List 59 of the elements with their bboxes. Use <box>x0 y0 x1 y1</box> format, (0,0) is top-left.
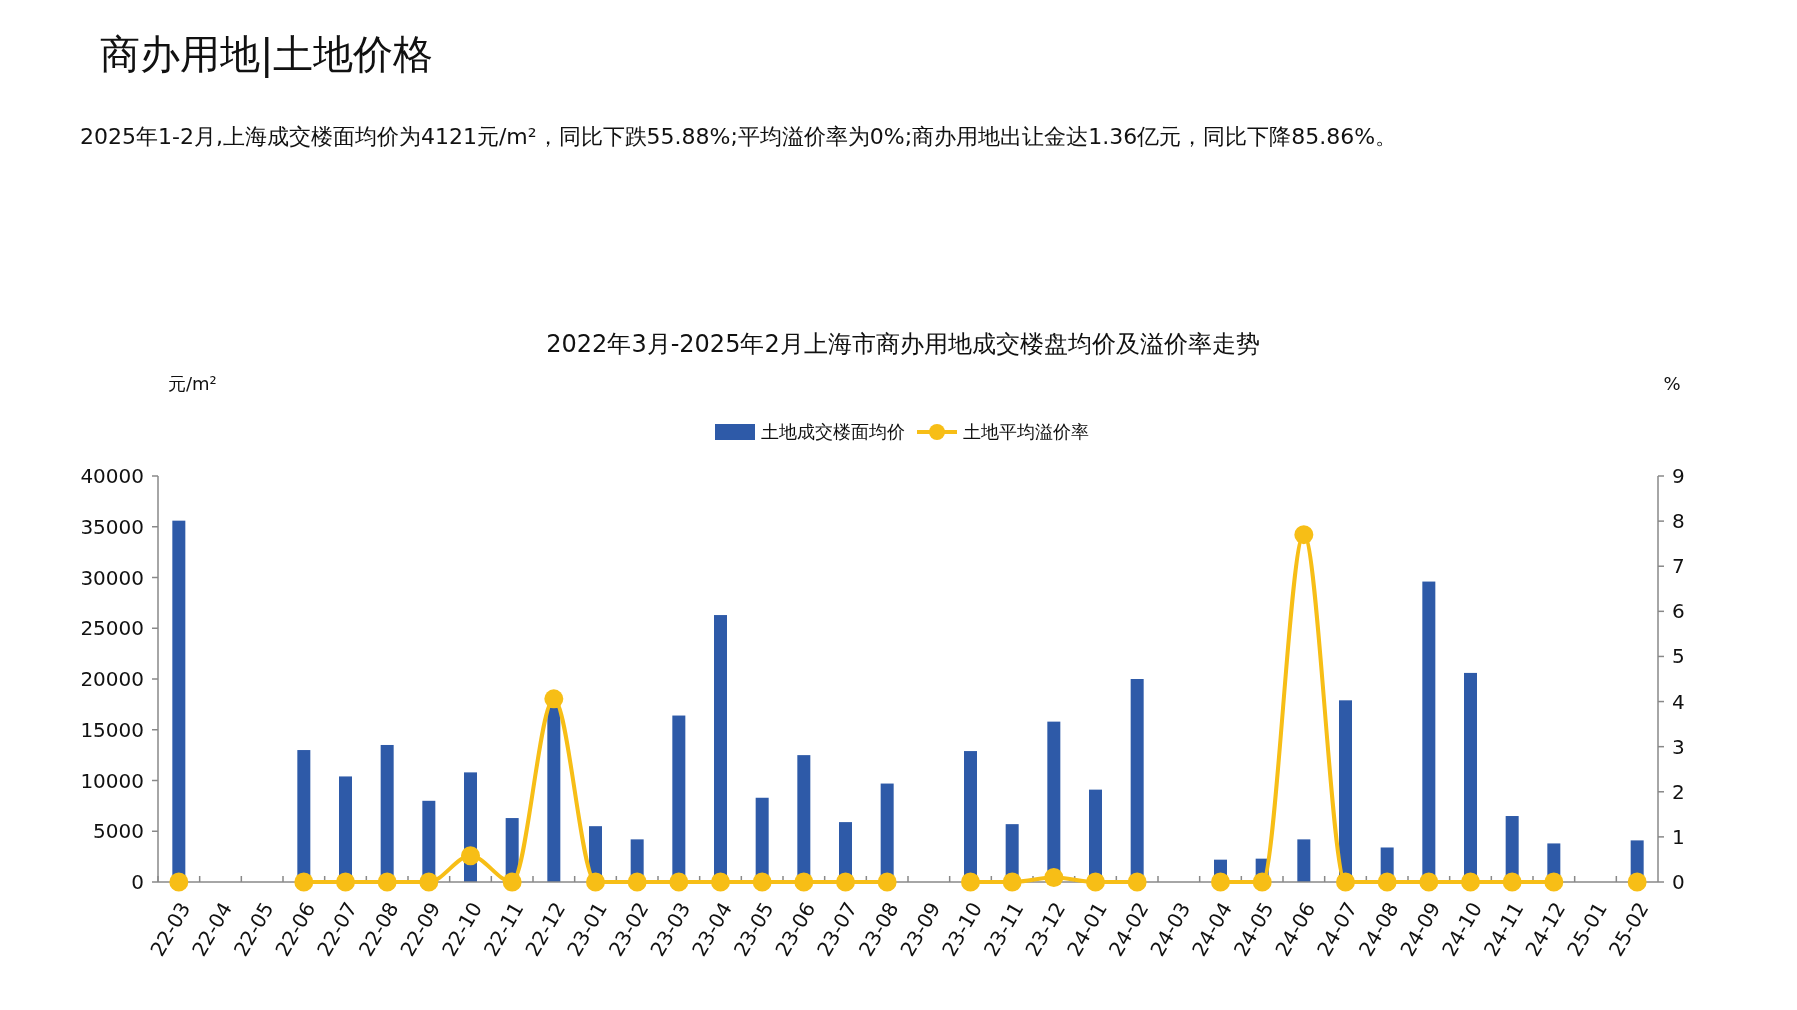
point <box>377 872 397 892</box>
point <box>1627 872 1647 892</box>
point <box>544 689 564 709</box>
y2-tick-label: 2 <box>1672 779 1685 804</box>
y-tick-label: 20000 <box>80 667 144 691</box>
y-tick-label: 0 <box>131 870 144 894</box>
point <box>794 872 814 892</box>
y2-tick-label: 9 <box>1672 464 1685 488</box>
y2-tick-label: 3 <box>1672 734 1685 759</box>
y-tick-label: 10000 <box>80 768 144 793</box>
point <box>1377 872 1397 892</box>
point <box>877 872 897 892</box>
point <box>1294 525 1314 545</box>
text: 商办用地|土地价格 <box>100 31 434 78</box>
point <box>1544 872 1564 892</box>
point <box>1086 872 1105 892</box>
point <box>1127 872 1147 892</box>
chart-title: 2022年3月-2025年2月上海市商办用地成交楼盘均价及溢价率走势 <box>546 330 1260 358</box>
y2-tick-label: 5 <box>1672 644 1685 669</box>
point <box>836 872 855 892</box>
point <box>336 872 355 892</box>
point <box>502 872 522 892</box>
point <box>711 872 730 892</box>
y-tick-label: 25000 <box>80 616 144 641</box>
point <box>169 872 189 892</box>
point <box>752 872 772 892</box>
y-tick-label: 40000 <box>80 464 144 488</box>
bar <box>547 707 561 882</box>
point <box>669 872 689 892</box>
y2-tick-label: 7 <box>1672 554 1685 579</box>
y-tick-label: 5000 <box>93 819 144 844</box>
point <box>1211 872 1230 892</box>
point <box>1461 872 1480 892</box>
point <box>627 872 647 892</box>
text: 2025年1-2月,上海成交楼面均价为4121元/m²，同比下跌55.88%;平均溢价率为0%;商办用地出让金达1.36亿元，同比下降85.86%。 <box>80 124 1398 149</box>
y2-tick-label: 1 <box>1672 824 1685 849</box>
point <box>1252 872 1272 892</box>
y-tick-label: 30000 <box>80 565 144 590</box>
point <box>294 872 314 892</box>
legend-label: 土地平均溢价率 <box>963 421 1089 443</box>
point <box>419 872 439 892</box>
legend-label: 土地成交楼面均价 <box>761 421 905 443</box>
point <box>1044 867 1064 887</box>
y2-tick-label: 8 <box>1672 509 1685 534</box>
point <box>961 872 980 892</box>
point <box>1502 872 1522 892</box>
point <box>1419 872 1439 892</box>
y-axis-title: 元/m² <box>168 373 217 394</box>
point <box>461 846 480 866</box>
y2-axis-title: % <box>1663 373 1681 394</box>
y-tick-label: 35000 <box>80 514 144 539</box>
point <box>586 872 605 892</box>
y2-tick-label: 6 <box>1672 599 1685 624</box>
y2-tick-label: 4 <box>1672 689 1685 714</box>
point <box>1336 872 1355 892</box>
y2-tick-label: 0 <box>1672 870 1685 894</box>
point <box>1002 872 1022 892</box>
y-tick-label: 15000 <box>80 717 144 742</box>
bar <box>1297 839 1311 882</box>
